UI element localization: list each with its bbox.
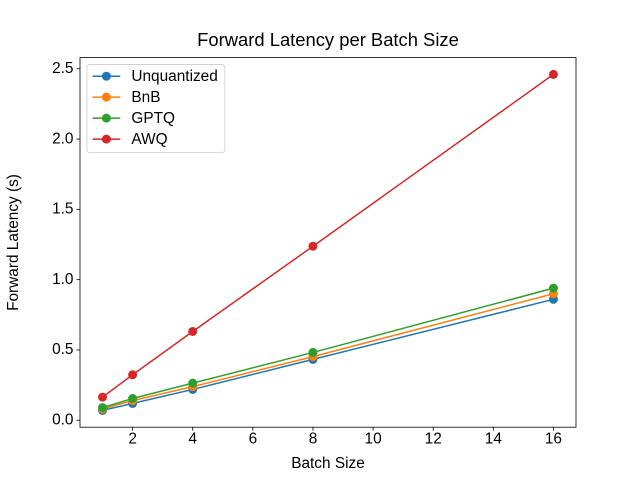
svg-text:Batch Size: Batch Size <box>291 455 365 472</box>
svg-text:2.0: 2.0 <box>52 130 73 147</box>
svg-text:Unquantized: Unquantized <box>131 68 217 85</box>
svg-text:14: 14 <box>485 431 503 448</box>
svg-text:1.5: 1.5 <box>52 201 73 218</box>
svg-text:Forward Latency per Batch Size: Forward Latency per Batch Size <box>197 29 459 50</box>
svg-text:12: 12 <box>425 431 442 448</box>
svg-text:BnB: BnB <box>131 89 160 106</box>
svg-text:0.5: 0.5 <box>52 341 73 358</box>
svg-text:Forward Latency (s): Forward Latency (s) <box>5 174 22 311</box>
svg-text:6: 6 <box>249 431 258 448</box>
svg-text:4: 4 <box>188 431 197 448</box>
svg-text:GPTQ: GPTQ <box>131 110 175 127</box>
svg-text:2: 2 <box>128 431 137 448</box>
svg-text:8: 8 <box>309 431 318 448</box>
svg-text:AWQ: AWQ <box>131 131 167 148</box>
svg-text:1.0: 1.0 <box>52 271 73 288</box>
svg-text:0.0: 0.0 <box>52 412 73 429</box>
svg-text:16: 16 <box>545 431 562 448</box>
svg-text:2.5: 2.5 <box>52 60 73 77</box>
svg-text:10: 10 <box>365 431 382 448</box>
